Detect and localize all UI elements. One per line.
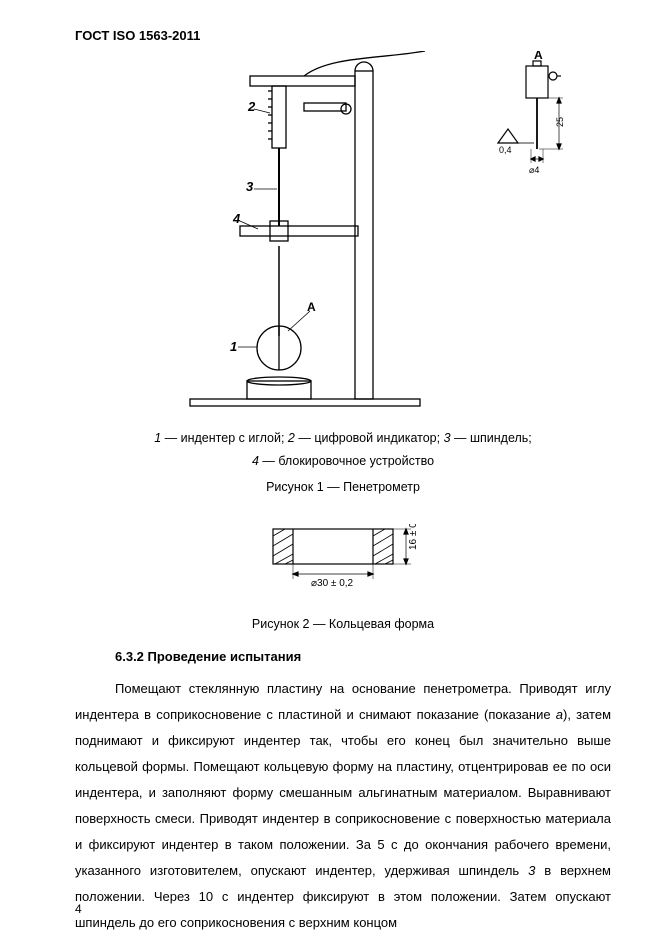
label-3: 3 <box>246 179 254 194</box>
body-paragraph: Помещают стеклянную пластину на основани… <box>75 676 611 936</box>
ring-mold-diagram: ⌀30 ± 0,2 16 ± 0,1 <box>243 524 443 594</box>
label-4: 4 <box>232 211 241 226</box>
figure-2-title: Рисунок 2 — Кольцевая форма <box>75 617 611 631</box>
legend-2-num: 2 <box>288 431 295 445</box>
document-header: ГОСТ ISO 1563-2011 <box>75 28 611 43</box>
detail-a-diagram: A 0,4 25 ⌀4 <box>471 51 601 191</box>
body-text-c: ), затем поднимают и фиксируют индентер … <box>75 707 611 878</box>
surface-finish-value: 0,4 <box>499 145 512 155</box>
dim-dia4: ⌀4 <box>529 165 539 175</box>
legend-4-num: 4 <box>252 454 259 468</box>
page-number: 4 <box>75 902 82 916</box>
body-text-a: Помещают стеклянную пластину на основани… <box>75 681 611 722</box>
dim-25: 25 <box>555 117 565 127</box>
figure-1-area: 2 3 4 1 A <box>75 51 611 421</box>
label-2: 2 <box>247 99 256 114</box>
section-heading: 6.3.2 Проведение испытания <box>115 649 611 664</box>
legend-2-text: — цифровой индикатор; <box>295 431 444 445</box>
penetrometer-diagram: 2 3 4 1 A <box>170 51 430 421</box>
detail-label-A: A <box>534 51 543 62</box>
legend-4-text: — блокировочное устройство <box>259 454 434 468</box>
body-text-b: а <box>556 707 563 722</box>
label-A: A <box>307 300 316 314</box>
figure-2-area: ⌀30 ± 0,2 16 ± 0,1 <box>75 524 611 599</box>
ring-dim-h: 16 ± 0,1 <box>408 524 419 550</box>
figure-1-title: Рисунок 1 — Пенетрометр <box>75 480 611 494</box>
legend-3-num: 3 <box>444 431 451 445</box>
ring-dim-dia: ⌀30 ± 0,2 <box>311 578 354 589</box>
legend-1-text: — индентер с иглой; <box>161 431 288 445</box>
figure-1-legend: 1 — индентер с иглой; 2 — цифровой индик… <box>75 427 611 472</box>
legend-3-text: — шпиндель; <box>451 431 532 445</box>
label-1: 1 <box>230 339 237 354</box>
